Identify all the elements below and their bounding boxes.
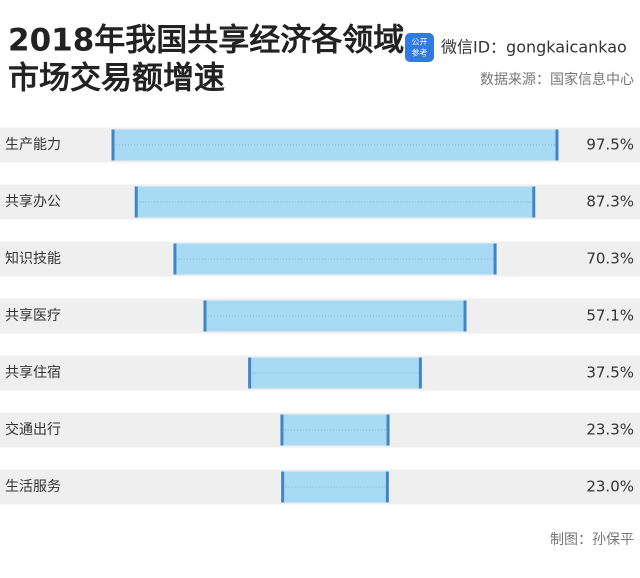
bar [174,243,496,275]
category-label: 生活服务 [5,479,61,495]
category-label: 共享办公 [5,193,61,210]
credit: 制图：孙保平 [550,532,634,548]
value-label: 37.5% [586,364,634,382]
category-label: 知识技能 [5,250,61,267]
category-label: 共享住宿 [5,364,61,381]
value-label: 97.5% [586,136,634,154]
bar [249,357,421,389]
logo-text: 公开 [412,38,428,47]
logo-text: 参考 [412,48,428,58]
category-label: 共享医疗 [5,307,61,324]
logo [405,33,434,62]
value-label: 57.1% [586,307,634,325]
bar [281,414,389,446]
chart-title: 市场交易额增速 [8,61,225,97]
wechat-id: 微信ID：gongkaicankao [441,38,627,57]
value-label: 23.0% [586,478,634,496]
category-label: 生产能力 [5,137,61,153]
value-label: 87.3% [586,193,634,211]
value-label: 70.3% [586,250,634,268]
chart-title: 2018年我国共享经济各领域 [8,23,404,59]
category-label: 交通出行 [5,421,61,438]
value-label: 23.3% [586,421,634,439]
source: 数据来源：国家信息中心 [480,71,634,88]
